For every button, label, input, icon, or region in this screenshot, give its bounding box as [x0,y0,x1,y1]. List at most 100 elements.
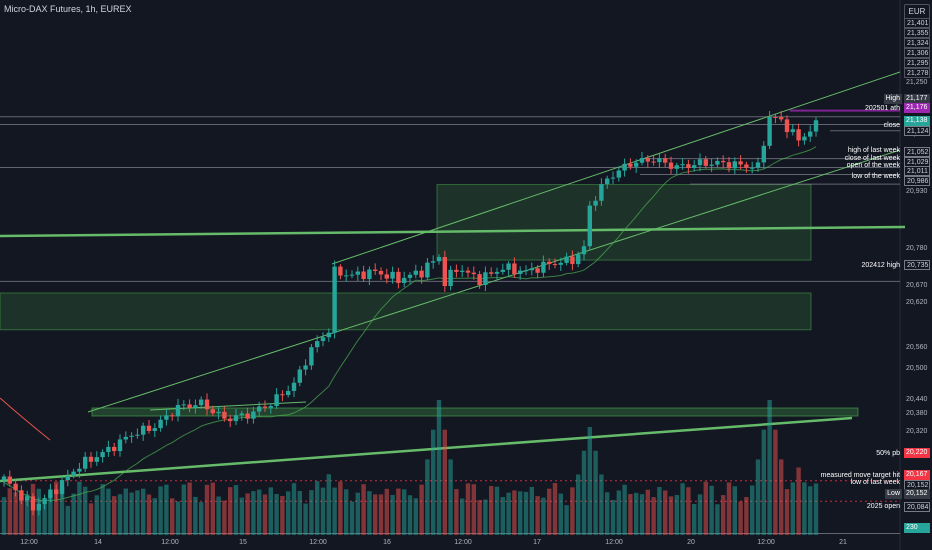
candle-body [42,498,47,505]
candle-body [361,271,366,280]
volume-bar [779,459,784,535]
candle-body [251,411,256,419]
volume-bar [523,491,529,535]
candle-body [413,270,418,275]
candle-body [88,456,94,462]
candle-body [59,480,65,495]
candle-body [338,266,343,276]
candle-body [732,161,737,169]
candle-body [187,404,192,408]
candle-body [564,256,569,263]
volume-bar [390,494,395,535]
price-tag-caption-low: Low [885,489,902,499]
volume-bar [668,496,674,535]
candle-body [332,266,337,333]
volume-bar [181,484,186,535]
volume-bar [431,429,436,535]
channel-bottom [87,149,901,413]
candle-body [779,117,784,120]
candle-body [721,160,726,163]
candle-body [419,270,424,278]
candle-body [634,162,639,167]
volume-bar [25,494,30,535]
time-axis-label: 20 [687,539,695,546]
price-axis-label: 21,278 [904,68,930,78]
volume-bar [471,484,476,535]
candle-body [48,489,53,499]
volume-bar [535,496,540,535]
candle-body [442,257,447,287]
candle-body [529,268,534,271]
candle-body [576,254,581,265]
candle-body [141,425,146,435]
candle-body [407,274,413,278]
candle-body [384,274,389,279]
volume-bar [407,495,413,535]
volume-bar [465,483,471,535]
volume-bar [529,486,534,535]
zone-lower [91,407,859,417]
volume-bar [674,494,679,535]
volume-bar [483,499,488,535]
candle-body [796,129,801,141]
volume-bar [489,486,494,535]
volume-bar [88,503,94,535]
annotation-close: close [883,122,900,129]
volume-bar [349,501,355,535]
volume-bar [152,498,157,535]
volume-bar [639,494,645,535]
candle-body [291,382,297,391]
volume-bar [645,489,650,535]
price-tag-close: 21,124 [904,126,930,136]
candle-body [686,164,691,168]
volume-bar [187,482,192,535]
volume-bar [233,485,239,535]
volume-bar [813,483,819,535]
volume-bar [587,427,592,535]
volume-bar [158,486,163,535]
candle-body [547,261,552,265]
candle-body [773,116,778,118]
volume-bar [222,500,227,535]
volume-bar [19,494,24,535]
price-axis-label: 21,401 [904,18,930,28]
candle-body [286,390,291,395]
volume-bar [112,496,117,535]
annotation-h412: 202412 high [861,262,900,269]
volume-bar [245,493,250,535]
candle-body [471,272,476,275]
candle-body [651,161,656,163]
candle-body [349,274,355,276]
volume-bar [500,496,505,535]
trend-line-horizontal [0,225,906,238]
volume-bar [193,496,198,535]
volume-bar [512,490,517,535]
candle-body [425,262,430,278]
price-axis-label: 20,780 [906,245,928,252]
price-axis-label: 20,670 [906,282,928,289]
candle-body [431,261,436,263]
candle-body [344,275,349,277]
volume-bar [326,474,331,535]
annotation-pb: 50% pb [876,450,900,457]
candle-body [599,184,604,201]
price-tag-vol: 230 [904,523,930,533]
volume-bar [77,481,82,535]
candle-body [152,428,157,431]
volume-bar [738,501,743,535]
candle-body [228,418,233,422]
candle-body [790,129,795,133]
annotation-mm: measured move target hit [820,472,900,479]
volume-bar [396,488,401,535]
candle-body [692,165,697,168]
volume-bar [344,489,349,535]
volume-bar [164,484,169,535]
volume-bar [721,495,726,535]
candle-body [726,162,732,169]
zone-upper [436,184,812,261]
volume-bar [146,494,152,535]
volume-bar [141,488,146,535]
candle-body [802,136,807,141]
candle-body [697,159,703,166]
